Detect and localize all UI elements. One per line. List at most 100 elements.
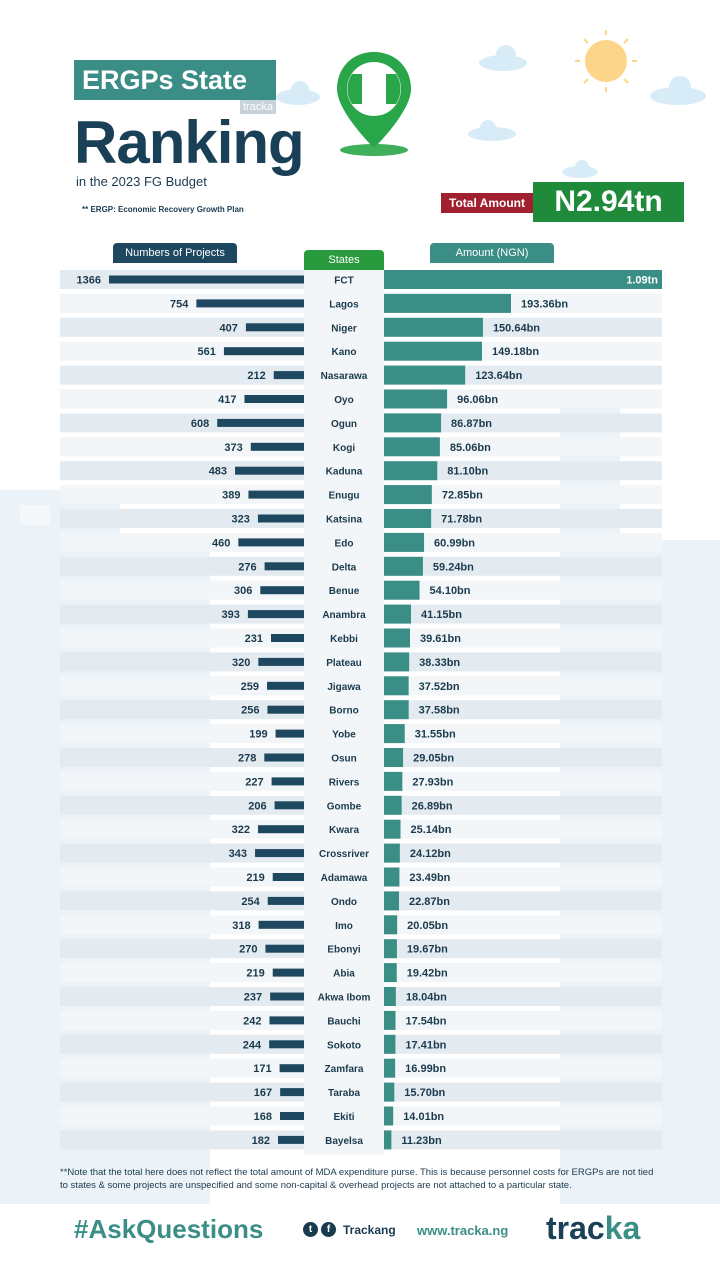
amount-bar (384, 1034, 396, 1054)
amount-bar (384, 819, 401, 839)
row-stripe-right (384, 1106, 662, 1126)
amount-value-label: 11.23bn (401, 1135, 442, 1147)
amount-bar (384, 461, 438, 481)
row-stripe-left (60, 676, 304, 696)
state-label: Ondo (331, 897, 357, 908)
projects-bar (245, 323, 304, 332)
amount-value-label: 17.41bn (405, 1039, 446, 1051)
amount-value-label: 39.61bn (420, 633, 461, 645)
amount-value-label: 60.99bn (434, 537, 475, 549)
states-band (304, 270, 384, 1155)
row-stripe-right (384, 1034, 662, 1054)
twitter-icon[interactable]: t (303, 1222, 318, 1237)
projects-value-label: 199 (249, 729, 267, 741)
hashtag: #AskQuestions (74, 1214, 264, 1244)
amount-value-label: 19.42bn (407, 968, 448, 980)
projects-bar (238, 538, 304, 547)
row-stripe-right (384, 700, 662, 720)
amount-bar (384, 795, 402, 815)
ranking-chart: 1366 FCT 1.09tn 754 Lagos 193.36bn 407 Niger 150… (60, 270, 662, 1155)
row-stripe-right (384, 532, 662, 552)
row-stripe-right (384, 819, 662, 839)
amount-value-label: 19.67bn (407, 944, 448, 956)
projects-bar (280, 1112, 304, 1120)
row-stripe-left (60, 1130, 304, 1150)
projects-bar (264, 753, 304, 762)
row-stripe-left (60, 939, 304, 959)
amount-bar (384, 963, 397, 983)
projects-value-label: 259 (241, 681, 259, 693)
row-stripe-left (60, 413, 304, 433)
projects-value-label: 278 (238, 753, 256, 765)
row-stripe-right (384, 389, 662, 409)
row-stripe-right (384, 867, 662, 887)
row-stripe-left (60, 341, 304, 361)
projects-bar (273, 371, 304, 380)
state-label: Crossriver (319, 849, 369, 860)
state-label: Ogun (331, 419, 357, 430)
projects-value-label: 320 (232, 657, 250, 669)
row-stripe-left (60, 843, 304, 863)
row-stripe-left (60, 556, 304, 576)
row-stripe-left (60, 1106, 304, 1126)
row-stripe-right (384, 939, 662, 959)
amount-value-label: 24.12bn (410, 848, 451, 860)
row-stripe-left (60, 652, 304, 672)
facebook-icon[interactable]: f (321, 1222, 336, 1237)
projects-value-label: 231 (245, 633, 263, 645)
amount-value-label: 31.55bn (415, 729, 456, 741)
projects-value-label: 318 (232, 920, 250, 932)
amount-value-label: 86.87bn (451, 418, 492, 430)
amount-value-label: 15.70bn (404, 1087, 445, 1099)
state-label: Plateau (326, 658, 362, 669)
row-stripe-left (60, 437, 304, 457)
amount-bar (384, 700, 409, 720)
amount-bar (384, 317, 483, 337)
nigeria-pin-icon (337, 52, 411, 156)
row-stripe-left (60, 365, 304, 385)
projects-value-label: 270 (239, 944, 257, 956)
projects-value-label: 227 (245, 776, 263, 788)
amount-bar (384, 843, 400, 863)
row-stripe-left (60, 987, 304, 1006)
social-handle[interactable]: Trackang (343, 1222, 396, 1237)
state-label: Kwara (329, 825, 359, 836)
projects-bar (267, 705, 304, 714)
row-stripe-right (384, 795, 662, 815)
row-stripe-left (60, 485, 304, 505)
projects-value-label: 754 (170, 298, 189, 310)
row-stripe-left (60, 1034, 304, 1054)
amount-value-label: 123.64bn (475, 370, 522, 382)
projects-value-label: 254 (241, 896, 260, 908)
amount-bar (384, 628, 411, 648)
projects-value-label: 306 (234, 585, 252, 597)
row-stripe-left (60, 819, 304, 839)
state-label: Bayelsa (325, 1136, 363, 1147)
state-label: Jigawa (327, 682, 361, 693)
projects-bar (257, 514, 304, 523)
state-label: Katsina (326, 515, 363, 526)
row-stripe-left (60, 1058, 304, 1078)
amount-bar (384, 604, 412, 624)
projects-bar (272, 873, 304, 881)
amount-value-label: 38.33bn (419, 657, 460, 669)
row-stripe-right (384, 1058, 662, 1078)
amount-bar (384, 270, 662, 289)
state-label: Enugu (328, 491, 359, 502)
state-label: Edo (335, 538, 354, 549)
state-label: Ekiti (333, 1112, 354, 1123)
row-stripe-right (384, 843, 662, 863)
amount-bar (384, 1130, 392, 1150)
row-stripe-right (384, 604, 662, 624)
state-label: Yobe (332, 730, 356, 741)
projects-value-label: 168 (254, 1111, 272, 1123)
projects-bar (258, 920, 304, 929)
amount-bar (384, 509, 432, 528)
amount-value-label: 27.93bn (412, 776, 453, 788)
row-stripe-left (60, 389, 304, 409)
amount-value-label: 17.54bn (406, 1015, 447, 1027)
projects-bar (255, 849, 304, 858)
state-label: Borno (329, 706, 358, 717)
website-link[interactable]: www.tracka.ng (417, 1223, 509, 1238)
projects-value-label: 389 (222, 490, 240, 502)
